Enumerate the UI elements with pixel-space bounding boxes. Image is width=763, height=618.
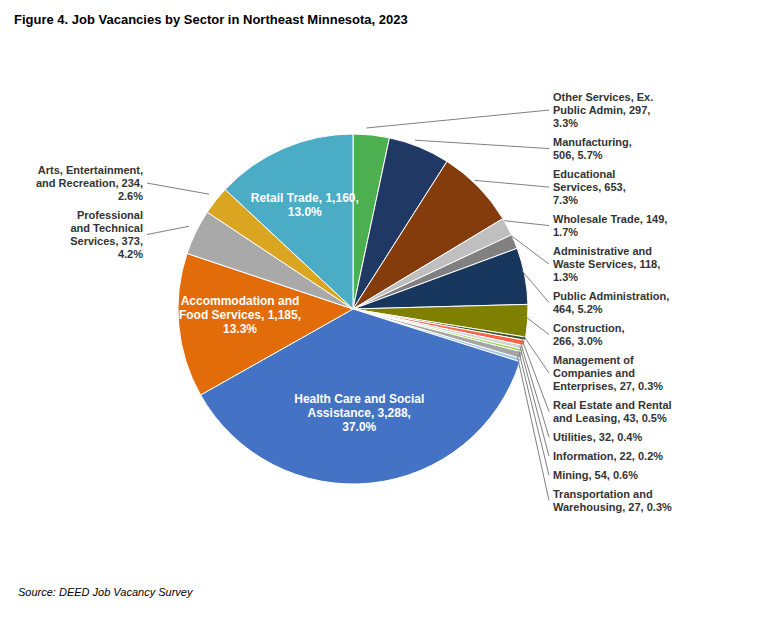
svg-text:Public Administration,464, 5.2: Public Administration,464, 5.2% xyxy=(553,290,669,315)
svg-text:Mining, 54, 0.6%: Mining, 54, 0.6% xyxy=(553,469,638,481)
svg-text:Wholesale Trade, 149,1.7%: Wholesale Trade, 149,1.7% xyxy=(553,213,667,238)
svg-text:Real Estate and Rentaland Leas: Real Estate and Rentaland Leasing, 43, 0… xyxy=(553,399,672,424)
svg-text:Accommodation andFood Services: Accommodation andFood Services, 1,185,13… xyxy=(179,294,301,336)
svg-text:EducationalServices, 653,7.3%: EducationalServices, 653,7.3% xyxy=(553,168,626,206)
svg-text:Management ofCompanies andEnte: Management ofCompanies andEnterprises, 2… xyxy=(553,354,663,392)
svg-text:Information, 22, 0.2%: Information, 22, 0.2% xyxy=(553,450,663,462)
html-text:Source: DEED Job Vacancy Surve: Source: DEED Job Vacancy Survey xyxy=(18,586,193,598)
svg-text:Retail Trade, 1,160,13.0%: Retail Trade, 1,160,13.0% xyxy=(251,191,359,219)
svg-text:Manufacturing,506, 5.7%: Manufacturing,506, 5.7% xyxy=(553,136,632,161)
svg-text:Professionaland TechnicalServi: Professionaland TechnicalServices, 373,4… xyxy=(70,209,143,260)
svg-text:Administrative andWaste Servic: Administrative andWaste Services, 118,1.… xyxy=(553,245,660,283)
svg-text:Other Services, Ex.Public Admi: Other Services, Ex.Public Admin, 297,3.3… xyxy=(553,91,653,129)
html-text:Figure 4. Job Vacancies by Sec: Figure 4. Job Vacancies by Sector in Nor… xyxy=(14,12,408,27)
svg-text:Health Care and SocialAssistan: Health Care and SocialAssistance, 3,288,… xyxy=(294,392,424,434)
svg-text:Construction,266, 3.0%: Construction,266, 3.0% xyxy=(553,322,625,347)
svg-text:Utilities, 32, 0.4%: Utilities, 32, 0.4% xyxy=(553,431,642,443)
svg-text:Arts, Entertainment,and Recrea: Arts, Entertainment,and Recreation, 234,… xyxy=(36,164,143,202)
svg-text:Transportation andWarehousing,: Transportation andWarehousing, 27, 0.3% xyxy=(553,488,672,513)
